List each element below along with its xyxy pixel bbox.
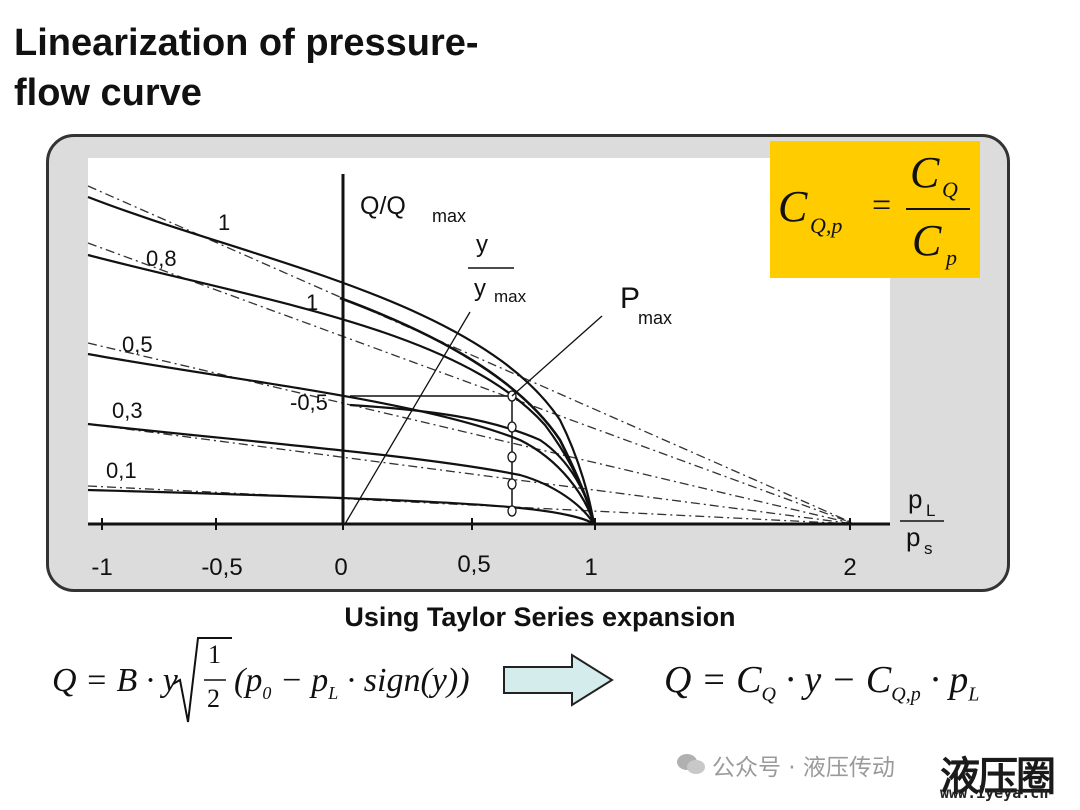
curve-label: 1 (218, 210, 230, 235)
equation-left-frac-num: 1 (208, 640, 221, 669)
operating-point (507, 421, 517, 433)
x-axis-label-den-sub: s (924, 539, 933, 558)
watermark-text: 公众号 · 液压传动 (712, 755, 895, 781)
formula-fraction-bar (906, 208, 970, 210)
plot-area (88, 158, 890, 524)
curve-1 (87, 195, 596, 525)
x-axis-label-num-sub: L (926, 501, 935, 520)
curve-03 (87, 422, 595, 525)
formula-num-sub: Q (942, 177, 958, 202)
formula-lhs-sub: Q,p (810, 213, 843, 238)
x-tick-label: -0,5 (201, 554, 242, 581)
x-tick-label: -1 (91, 554, 112, 581)
equation-right-cqp: · y − C (775, 659, 892, 701)
formula-lhs: C (778, 182, 808, 231)
equation-right-pl-sub: L (968, 683, 980, 706)
x-axis-label-num: p (908, 484, 922, 514)
y-axis-label: Q/Q (360, 192, 406, 220)
equation-right-pl: · p (920, 659, 969, 701)
caption: Using Taylor Series expansion (344, 602, 736, 632)
curve-label: 0,8 (146, 246, 177, 271)
equation-right: Q = CQ · y − CQ,p · pL (664, 658, 979, 707)
equation-left-frac-den: 2 (207, 684, 220, 713)
curve-01 (87, 488, 595, 525)
linear-line-1 (87, 185, 856, 525)
valve-label-num: y (476, 231, 488, 258)
curve-05 (87, 352, 596, 525)
x-tick-label: 2 (843, 554, 856, 581)
curve-label: 0,1 (106, 458, 137, 483)
operating-points (507, 390, 517, 517)
equation-left-pl-sub: L (328, 682, 339, 703)
operating-point (507, 478, 517, 490)
curve-label: 1 (306, 290, 318, 315)
linear-line-08 (87, 242, 856, 525)
site-logo: 液压圈 (940, 754, 1056, 800)
formula-num: C (910, 148, 940, 197)
equation-right-cq: Q = C (664, 659, 762, 701)
formula-den: C (912, 216, 942, 265)
x-tick-label: 0 (334, 554, 347, 581)
equation-right-cqp-sub: Q,p (891, 683, 921, 706)
pmax-envelope (339, 296, 596, 525)
x-axis-label-den: p (906, 522, 920, 552)
x-axis-ticks (101, 518, 851, 530)
pmax-label: P (620, 282, 640, 315)
valve-label-den: y (474, 275, 486, 302)
linear-line-03 (87, 423, 856, 525)
equation-left-p0-sub: 0 (262, 682, 272, 703)
equation-left-pl: − p (271, 662, 329, 699)
operating-point (507, 505, 517, 517)
valve-label-den-sub: max (494, 287, 527, 306)
pmax-pointer-line (511, 315, 603, 397)
formula-equals: = (872, 187, 892, 224)
linear-line-05 (87, 342, 856, 525)
curve-label: 0,5 (122, 332, 153, 357)
equation-left-sign: · sign(y)) (338, 662, 470, 699)
x-tick-label: 0,5 (457, 551, 490, 578)
square-root-icon (172, 637, 232, 723)
curve-label: 0,3 (112, 398, 143, 423)
x-tick-label: 1 (584, 554, 597, 581)
y-axis-label-sub: max (432, 206, 466, 226)
site-url: www.iyeya.cn (940, 784, 1049, 802)
equation-left-prefix: Q = B · y (52, 662, 178, 699)
formula-den-sub: p (946, 245, 957, 270)
curve-label: -0,5 (290, 390, 328, 415)
operating-point (507, 451, 517, 463)
valve-pointer-line (344, 311, 471, 525)
wechat-icon (677, 754, 705, 774)
pmax-label-sub: max (638, 308, 672, 328)
equation-left-p0: (p (234, 662, 263, 699)
equation-right-cq-sub: Q (761, 683, 776, 706)
equation-left-body: (p0 − pL · sign(y)) (234, 662, 470, 704)
slide-title: Linearization of pressure- flow curve (14, 22, 479, 114)
formula-box: C Q,p = C Q C p (770, 141, 980, 278)
right-arrow-icon (503, 653, 614, 707)
